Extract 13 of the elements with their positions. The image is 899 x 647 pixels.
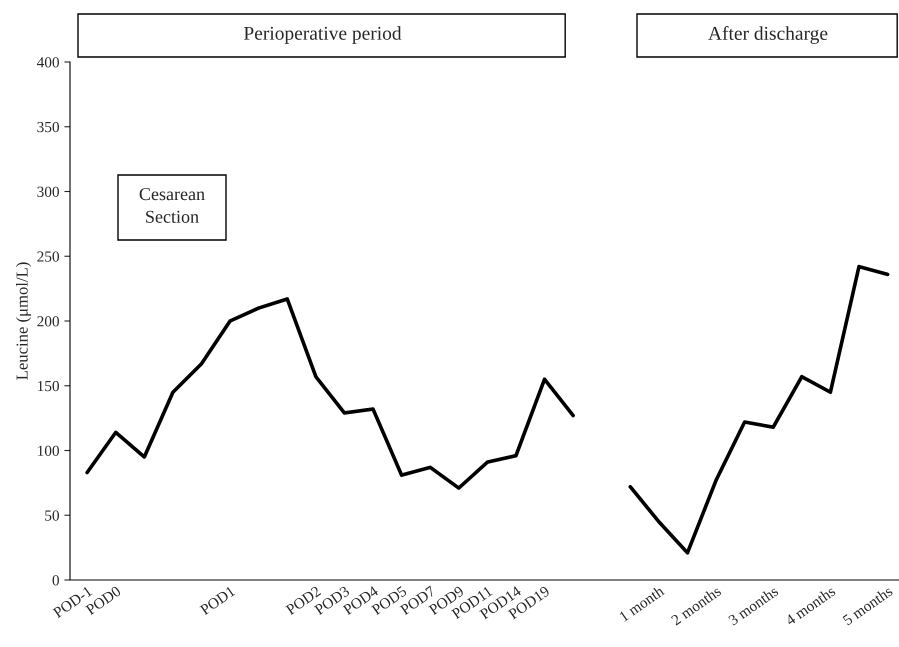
text: Perioperative period xyxy=(244,26,402,44)
y-tick-label: 50 xyxy=(45,510,59,521)
y-tick-label: 400 xyxy=(36,57,59,68)
text: After discharge xyxy=(708,26,828,44)
y-tick-label: 0 xyxy=(52,575,59,586)
y-tick-label: 250 xyxy=(37,251,59,262)
y-tick-label: 300 xyxy=(37,186,59,197)
annotation: Cesarean Section xyxy=(140,188,205,223)
y-tick-label: 150 xyxy=(38,380,59,392)
y-tick-label: 100 xyxy=(38,446,59,456)
y-axis-title: Leucine (μmol/L) xyxy=(16,262,32,380)
y-tick-label: 200 xyxy=(37,316,59,326)
y-tick-label: 350 xyxy=(37,122,59,132)
